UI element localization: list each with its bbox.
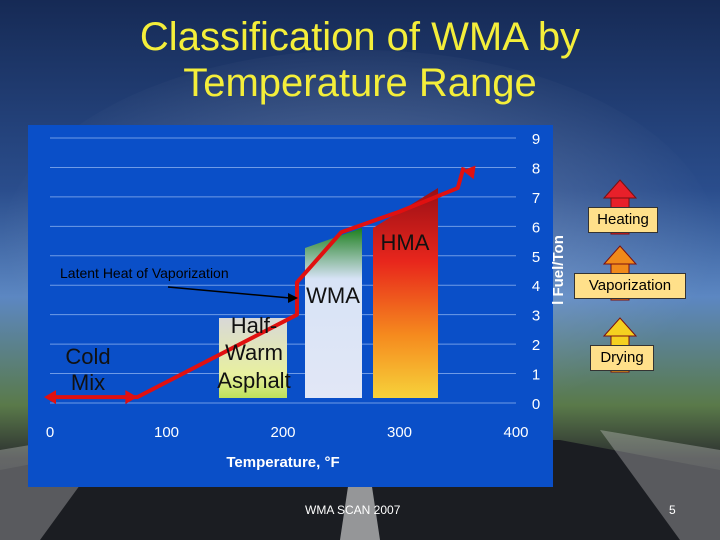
y-tick-label-5: 5 — [532, 249, 540, 266]
region-half-warm-asphalt — [219, 318, 287, 398]
y-axis-ticks: 0 1 2 3 4 5 6 7 8 9 — [532, 131, 540, 413]
region-label-half-warm-line-1: Half- — [231, 313, 277, 338]
fuel-curve-arrowhead-cold — [125, 390, 138, 405]
y-tick-label-4: 4 — [532, 278, 540, 295]
x-tick-label-300: 300 — [387, 424, 412, 441]
x-tick-label-100: 100 — [154, 424, 179, 441]
legend-drying: Drying — [590, 345, 654, 371]
x-tick-label-200: 200 — [270, 424, 295, 441]
region-hma — [373, 188, 438, 398]
x-axis-ticks: 0 100 200 300 400 — [46, 424, 529, 441]
y-tick-label-0: 0 — [532, 396, 540, 413]
region-label-half-warm-line-3: Asphalt — [217, 368, 290, 393]
fuel-curve — [44, 165, 476, 405]
y-tick-label-7: 7 — [532, 190, 540, 207]
legend-vaporization: Vaporization — [574, 273, 686, 299]
page-number: 5 — [669, 503, 676, 517]
slide-title-line-1: Classification of WMA by — [139, 15, 581, 59]
fuel-curve-arrowhead-end — [462, 165, 476, 180]
region-label-cold-mix-line-1: Cold — [65, 344, 110, 369]
fuel-curve-arrowhead-start — [44, 390, 56, 405]
chart-plot-background — [28, 125, 553, 487]
x-axis-label: Temperature, °F — [226, 454, 339, 471]
footer-source: WMA SCAN 2007 — [305, 503, 401, 517]
region-label-half-warm-line-2: Warm — [225, 340, 283, 365]
annotation-latent-heat: Latent Heat of Vaporization — [60, 265, 229, 281]
fuel-curve-line — [50, 166, 466, 400]
y-tick-label-3: 3 — [532, 308, 540, 325]
latent-heat-pointer-line — [167, 286, 291, 299]
y-tick-label-1: 1 — [532, 367, 540, 384]
y-tick-label-2: 2 — [532, 337, 540, 354]
slide-title-line-2: Temperature Range — [183, 61, 537, 105]
legend-heating: Heating — [588, 207, 658, 233]
x-tick-label-400: 400 — [503, 424, 528, 441]
x-tick-label-0: 0 — [46, 424, 54, 441]
latent-heat-pointer-arrowhead — [288, 293, 298, 303]
y-tick-label-6: 6 — [532, 219, 540, 236]
region-wma — [305, 228, 362, 398]
region-label-wma: WMA — [306, 283, 360, 308]
region-label-hma: HMA — [381, 230, 430, 255]
region-label-cold-mix-line-2: Mix — [71, 370, 105, 395]
y-tick-label-9: 9 — [532, 131, 540, 148]
y-tick-label-8: 8 — [532, 160, 540, 177]
y-axis-label: l Fuel/Ton — [550, 235, 567, 305]
